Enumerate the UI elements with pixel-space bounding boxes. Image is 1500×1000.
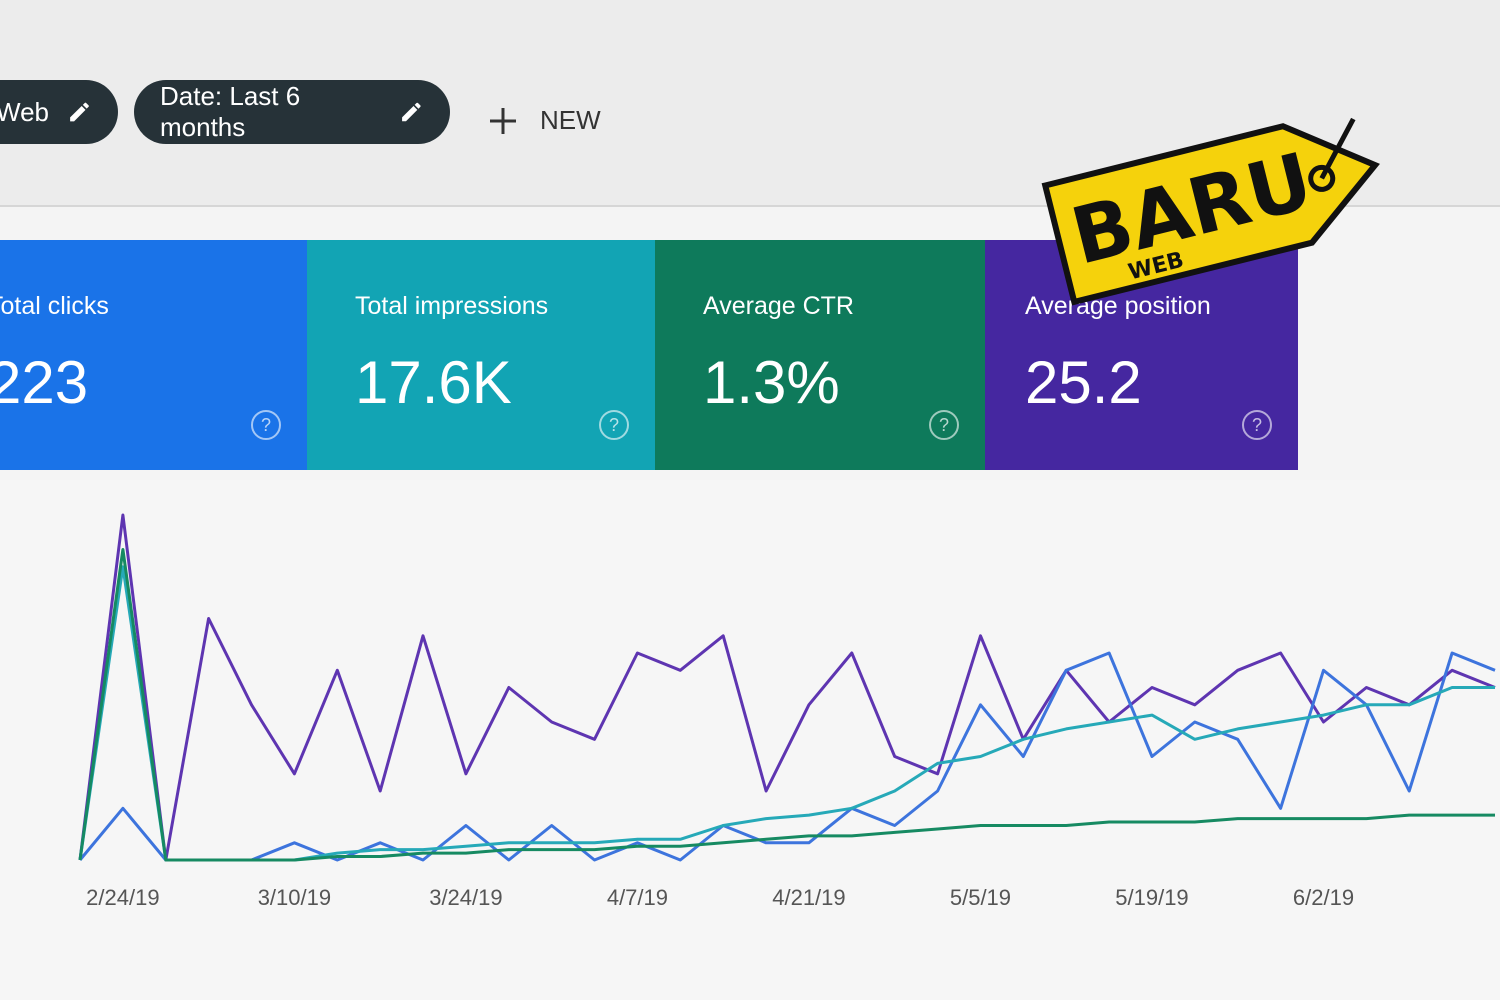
series-line (78, 651, 1496, 862)
x-tick-label: 4/21/19 (772, 885, 845, 910)
new-label: NEW (540, 105, 601, 135)
metric-card[interactable]: Average position 25.2 ? (985, 240, 1298, 470)
x-tick-label: 3/24/19 (429, 885, 502, 910)
filter-bar: Web Date: Last 6 months NEW (0, 0, 1500, 207)
help-icon[interactable]: ? (1242, 410, 1272, 440)
filter-chip[interactable]: Date: Last 6 months (134, 80, 450, 144)
metric-label: Total clicks (0, 292, 109, 320)
chip-label: Web (0, 96, 49, 127)
metric-card[interactable]: Total impressions 17.6K ? (307, 240, 655, 470)
metric-label: Average position (1025, 292, 1211, 320)
metric-card[interactable]: Average CTR 1.3% ? (655, 240, 985, 470)
x-tick-label: 6/2/19 (1293, 885, 1354, 910)
x-tick-label: 3/10/19 (258, 885, 331, 910)
help-icon[interactable]: ? (599, 410, 629, 440)
chart-background (0, 480, 1500, 1000)
metric-label: Average CTR (703, 292, 854, 320)
filter-chip[interactable]: Web (0, 80, 118, 144)
metric-label: Total impressions (355, 292, 549, 320)
metric-value: 1.3% (703, 349, 840, 416)
x-tick-label: 5/5/19 (950, 885, 1011, 910)
metric-value: 223 (0, 349, 89, 416)
metric-card[interactable]: Total clicks 223 ? (0, 240, 307, 470)
metric-value: 17.6K (355, 349, 512, 416)
x-tick-label: 4/7/19 (607, 885, 668, 910)
plus-icon (490, 107, 516, 134)
x-tick-label: 5/19/19 (1115, 885, 1188, 910)
x-tick-label: 2/24/19 (86, 885, 159, 910)
chip-label: Date: Last 6 months (160, 81, 301, 142)
help-icon[interactable]: ? (251, 410, 281, 440)
edit-icon (402, 102, 421, 122)
edit-icon (70, 102, 89, 122)
metric-value: 25.2 (1025, 349, 1142, 416)
series-line (78, 513, 1496, 862)
help-icon[interactable]: ? (929, 410, 959, 440)
series-line (78, 565, 1495, 862)
badge: BARU WEB (1041, 117, 1380, 306)
series-line (78, 548, 1495, 862)
new-filter-button[interactable]: NEW (488, 105, 601, 136)
